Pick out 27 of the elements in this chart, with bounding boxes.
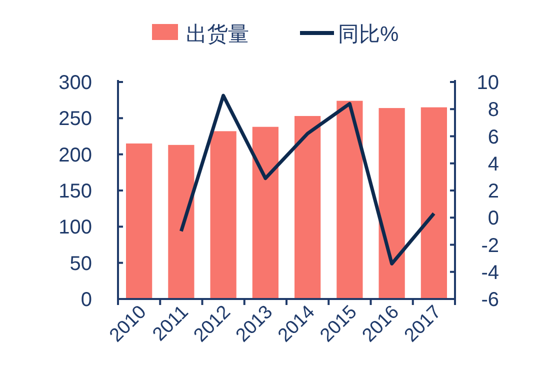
y-tick-label: 200 — [58, 144, 92, 166]
y2-tick-label: 4 — [488, 153, 499, 176]
y2-tick-label: -4 — [481, 262, 499, 284]
y-tick-label: 0 — [80, 289, 92, 311]
bar — [168, 144, 194, 299]
y-tick-label: 100 — [58, 216, 92, 239]
bar — [378, 108, 405, 299]
bar — [126, 143, 152, 299]
y2-tick-label: 8 — [488, 99, 499, 122]
y-tick-label: 50 — [70, 252, 92, 275]
y2-tick-label: 0 — [488, 208, 499, 230]
bar — [294, 116, 321, 299]
y2-tick-label: 6 — [488, 126, 499, 148]
y-tick-label: 250 — [58, 108, 92, 130]
bar — [336, 100, 363, 299]
legend-label: 出货量 — [186, 23, 249, 46]
y2-tick-label: -2 — [481, 234, 499, 257]
y-tick-label: 300 — [58, 72, 92, 94]
legend-label: 同比% — [338, 23, 399, 46]
line-series — [179, 94, 436, 266]
y2-tick-label: 2 — [488, 180, 499, 202]
y2-tick-label: 10 — [476, 72, 499, 94]
bar — [420, 107, 447, 299]
bar — [210, 131, 236, 299]
y-tick-label: 150 — [58, 180, 92, 202]
y2-tick-label: -6 — [481, 289, 499, 311]
bar — [252, 126, 278, 299]
